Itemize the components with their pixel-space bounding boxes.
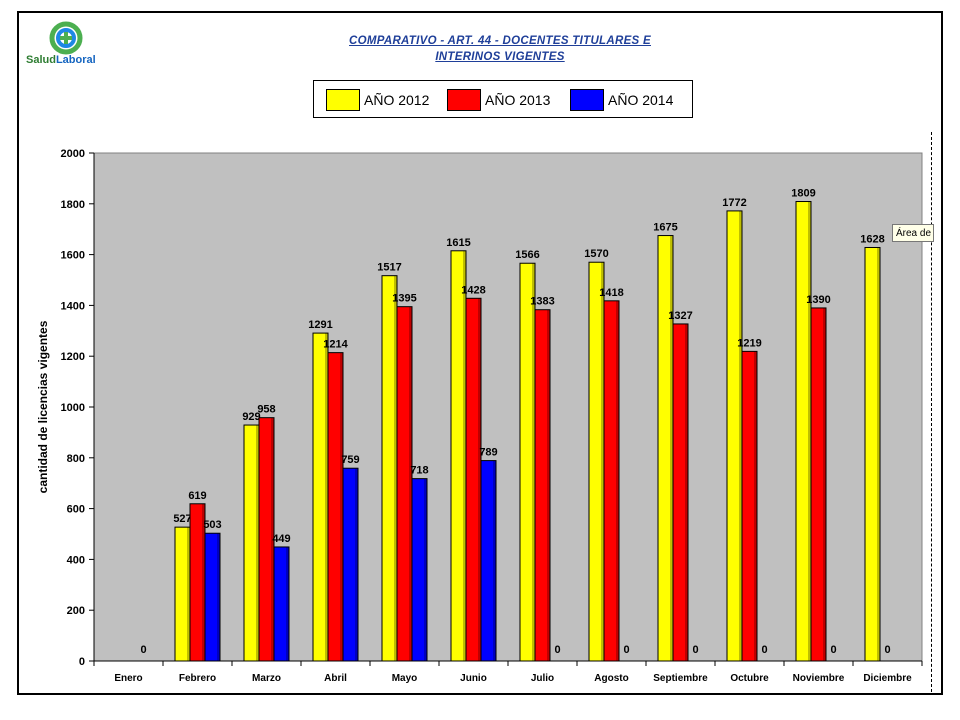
- data-label-0-3: 1291: [308, 319, 332, 331]
- x-tick-label: Noviembre: [793, 673, 845, 684]
- data-label-2-10: 0: [830, 644, 836, 656]
- x-tick-label: Agosto: [594, 673, 628, 684]
- data-label-0-7: 1570: [584, 248, 608, 260]
- y-axis-label: cantidad de licencias vigentes: [36, 320, 50, 493]
- y-tick-label: 2000: [61, 148, 85, 160]
- data-label-2-8: 0: [692, 644, 698, 656]
- bar-shade-1-10: [823, 308, 826, 661]
- data-label-1-9: 1219: [737, 337, 761, 349]
- x-tick-label: Julio: [531, 673, 554, 684]
- data-label-2-2: 449: [272, 533, 290, 545]
- data-label-2-4: 718: [410, 465, 428, 477]
- data-label-1-7: 1418: [599, 287, 623, 299]
- data-label-0-9: 1772: [722, 197, 746, 209]
- x-tick-label: Junio: [460, 673, 487, 684]
- data-label-0-4: 1517: [377, 262, 401, 274]
- bar-shade-0-11: [877, 247, 880, 661]
- x-tick-label: Diciembre: [863, 673, 912, 684]
- y-tick-label: 1200: [61, 351, 85, 363]
- data-label-1-1: 619: [188, 490, 206, 502]
- data-label-1-5: 1428: [461, 284, 485, 296]
- x-tick-label: Mayo: [392, 673, 418, 684]
- data-label-0-6: 1566: [515, 249, 539, 261]
- x-tick-label: Enero: [114, 673, 142, 684]
- bar-shade-2-2: [286, 547, 289, 661]
- y-tick-label: 800: [67, 453, 85, 465]
- y-tick-label: 0: [79, 656, 85, 668]
- bar-shade-2-5: [493, 461, 496, 661]
- bar-shade-2-4: [424, 479, 427, 661]
- y-tick-label: 200: [67, 605, 85, 617]
- data-label-1-6: 1383: [530, 296, 554, 308]
- data-label-2-3: 759: [341, 454, 359, 466]
- y-tick-label: 1600: [61, 250, 85, 262]
- data-label-2-7: 0: [623, 644, 629, 656]
- data-label-1-3: 1214: [323, 339, 348, 351]
- tooltip: Área de: [892, 224, 934, 242]
- data-label-2-0: 0: [140, 644, 146, 656]
- data-label-1-8: 1327: [668, 310, 692, 322]
- data-label-0-10: 1809: [791, 188, 815, 200]
- x-tick-label: Octubre: [730, 673, 769, 684]
- data-label-1-11: 0: [884, 644, 890, 656]
- data-label-2-6: 0: [554, 644, 560, 656]
- y-tick-label: 1800: [61, 199, 85, 211]
- y-tick-label: 1000: [61, 402, 85, 414]
- bar-shade-1-9: [754, 351, 757, 661]
- data-label-1-2: 958: [257, 404, 275, 416]
- data-label-0-5: 1615: [446, 237, 470, 249]
- x-tick-label: Septiembre: [653, 673, 708, 684]
- data-label-2-1: 503: [203, 519, 221, 531]
- data-label-0-8: 1675: [653, 222, 677, 234]
- bar-shade-2-3: [355, 468, 358, 661]
- bar-shade-2-1: [217, 533, 220, 661]
- bar-shade-1-6: [547, 310, 550, 661]
- data-label-2-5: 789: [479, 447, 497, 459]
- y-tick-label: 1400: [61, 300, 85, 312]
- x-tick-label: Marzo: [252, 673, 281, 684]
- data-label-1-10: 1390: [806, 294, 830, 306]
- y-tick-label: 400: [67, 554, 85, 566]
- data-label-0-11: 1628: [860, 233, 884, 245]
- x-tick-label: Febrero: [179, 673, 216, 684]
- data-label-2-9: 0: [761, 644, 767, 656]
- data-label-1-4: 1395: [392, 293, 416, 305]
- y-tick-label: 600: [67, 504, 85, 516]
- bar-shade-1-8: [685, 324, 688, 661]
- bar-shade-1-7: [616, 301, 619, 661]
- data-label-0-1: 527: [173, 513, 191, 525]
- x-tick-label: Abril: [324, 673, 347, 684]
